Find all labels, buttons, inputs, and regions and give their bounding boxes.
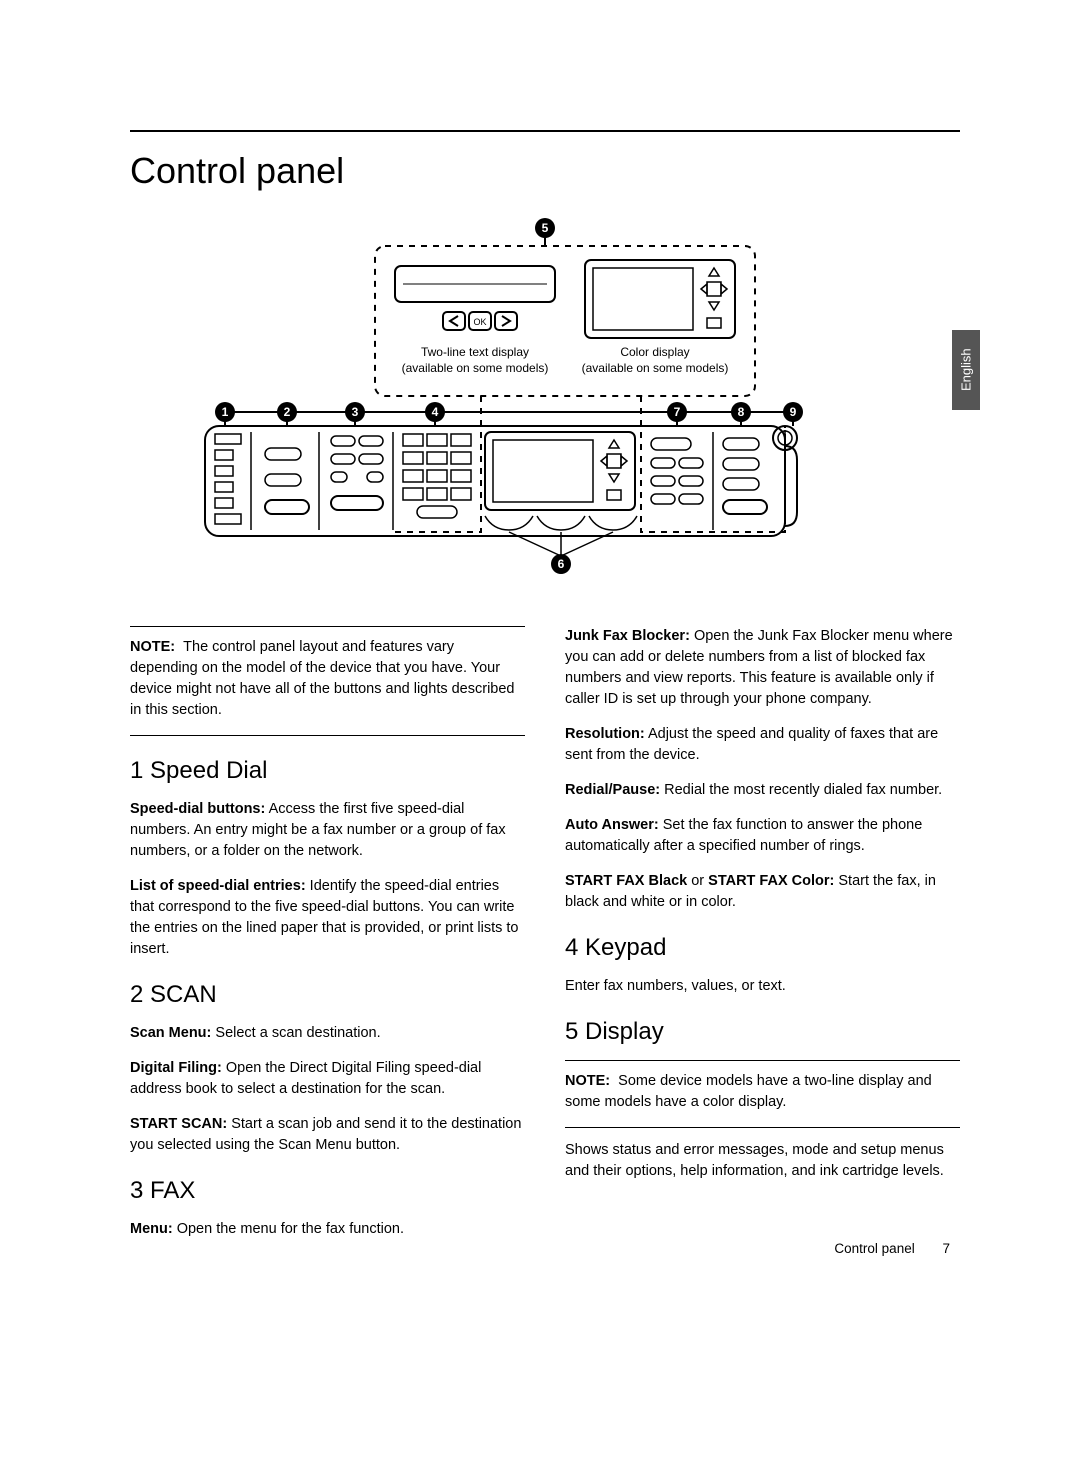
- section-heading-speed-dial: 1 Speed Dial: [130, 754, 525, 789]
- term: Digital Filing:: [130, 1060, 222, 1076]
- callout-5: 5: [542, 221, 549, 235]
- body-text: Enter fax numbers, values, or text.: [565, 978, 786, 994]
- page-footer: Control panel 7: [834, 1241, 950, 1256]
- term: START FAX Black: [565, 873, 687, 889]
- note-label: NOTE:: [130, 639, 175, 655]
- footer-section: Control panel: [834, 1241, 914, 1256]
- language-tab: English: [952, 330, 980, 410]
- term: Redial/Pause:: [565, 782, 660, 798]
- footer-page-number: 7: [942, 1241, 950, 1256]
- top-rule: [130, 130, 960, 132]
- svg-text:6: 6: [558, 557, 565, 571]
- svg-text:(available on some models): (available on some models): [582, 361, 729, 375]
- svg-text:2: 2: [284, 405, 291, 419]
- svg-text:4: 4: [432, 405, 439, 419]
- left-column: NOTE: The control panel layout and featu…: [130, 626, 525, 1254]
- term: Speed-dial buttons:: [130, 801, 265, 817]
- term: START FAX Color:: [708, 873, 834, 889]
- note-text: The control panel layout and features va…: [130, 639, 515, 718]
- term: List of speed-dial entries:: [130, 878, 306, 894]
- section-heading-scan: 2 SCAN: [130, 978, 525, 1013]
- term: Scan Menu:: [130, 1025, 211, 1041]
- term-text: Open the menu for the fax function.: [173, 1221, 404, 1237]
- svg-text:(available on some models): (available on some models): [402, 361, 549, 375]
- term: Junk Fax Blocker:: [565, 628, 690, 644]
- svg-text:Color display: Color display: [620, 345, 689, 359]
- section-heading-display: 5 Display: [565, 1015, 960, 1050]
- page-title: Control panel: [130, 150, 960, 192]
- term: Auto Answer:: [565, 817, 659, 833]
- note-block: NOTE: Some device models have a two-line…: [565, 1060, 960, 1128]
- body-text: Shows status and error messages, mode an…: [565, 1142, 944, 1179]
- note-text: Some device models have a two-line displ…: [565, 1073, 932, 1110]
- section-heading-keypad: 4 Keypad: [565, 931, 960, 966]
- term-text: Select a scan destination.: [211, 1025, 380, 1041]
- right-column: Junk Fax Blocker: Open the Junk Fax Bloc…: [565, 626, 960, 1254]
- note-block: NOTE: The control panel layout and featu…: [130, 626, 525, 736]
- term: Resolution:: [565, 726, 645, 742]
- svg-text:Two-line text display: Two-line text display: [421, 345, 529, 359]
- svg-text:7: 7: [674, 405, 681, 419]
- svg-text:1: 1: [222, 405, 229, 419]
- term: Menu:: [130, 1221, 173, 1237]
- term-mid: or: [687, 873, 708, 889]
- svg-text:3: 3: [352, 405, 359, 419]
- term: START SCAN:: [130, 1116, 227, 1132]
- svg-text:OK: OK: [473, 317, 486, 327]
- note-label: NOTE:: [565, 1073, 610, 1089]
- term-text: Redial the most recently dialed fax numb…: [660, 782, 942, 798]
- svg-text:8: 8: [738, 405, 745, 419]
- section-heading-fax: 3 FAX: [130, 1174, 525, 1209]
- control-panel-diagram: 5 OK Two-line text display (available on…: [185, 216, 905, 586]
- svg-text:9: 9: [790, 405, 797, 419]
